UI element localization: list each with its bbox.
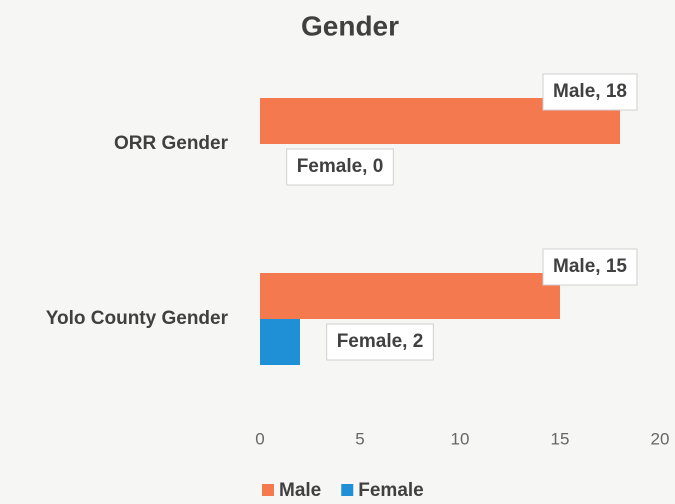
legend-label: Female xyxy=(358,480,423,501)
data-label-box xyxy=(326,323,434,361)
data-label-box xyxy=(286,148,394,186)
legend-swatch xyxy=(341,484,354,496)
data-label: Female, 2 xyxy=(337,331,424,352)
y-tick-label: ORR Gender xyxy=(114,133,229,154)
data-label-box xyxy=(542,248,638,286)
legend-swatch xyxy=(262,484,274,496)
data-label: Male, 18 xyxy=(553,81,627,102)
data-label: Male, 15 xyxy=(553,256,627,277)
x-tick-label: 15 xyxy=(551,429,570,448)
x-tick-label: 5 xyxy=(355,429,364,448)
x-tick-label: 20 xyxy=(651,429,670,448)
data-label: Female, 0 xyxy=(297,156,384,177)
data-label-box xyxy=(542,73,638,111)
bar xyxy=(260,319,300,365)
x-tick-label: 0 xyxy=(255,429,264,448)
legend-label: Male xyxy=(279,480,321,501)
bar xyxy=(260,273,560,319)
chart-title: Gender xyxy=(301,10,399,41)
x-tick-label: 10 xyxy=(451,429,470,448)
y-tick-label: Yolo County Gender xyxy=(46,308,229,329)
